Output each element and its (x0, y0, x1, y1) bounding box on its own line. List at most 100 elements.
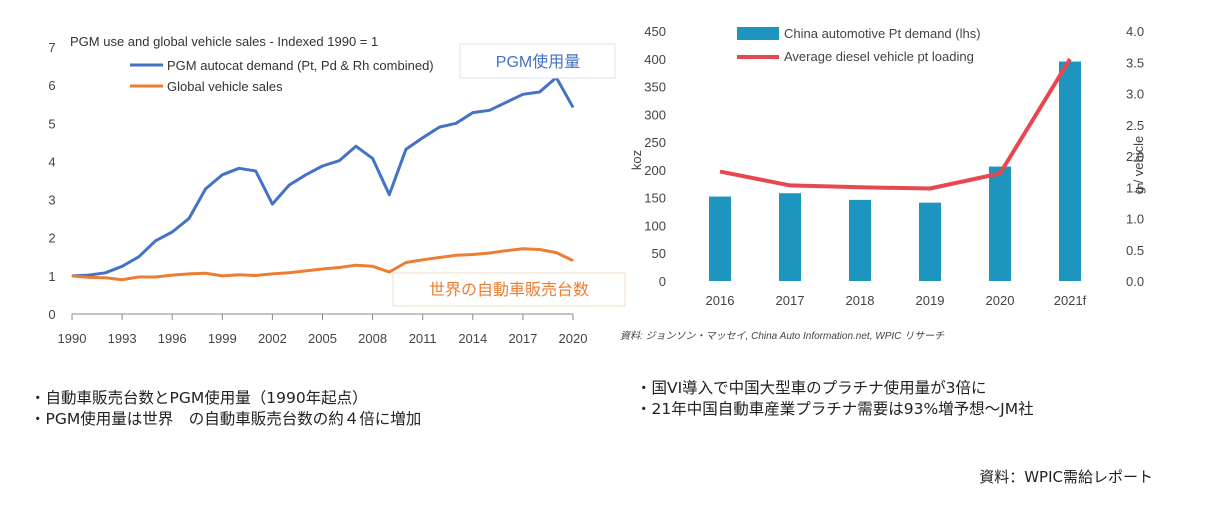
right-y-tick-label-2: 100 (644, 218, 666, 233)
left-chart-title: PGM use and global vehicle sales - Index… (70, 34, 378, 49)
left-point-s1-1993 (121, 279, 123, 281)
left-legend-label-pgm: PGM autocat demand (Pt, Pd & Rh combined… (167, 58, 434, 73)
annotation-vehicle-sales: 世界の自動車販売台数 (429, 281, 589, 299)
right-y-axis-label: koz (629, 150, 644, 170)
left-point-s1-2017 (522, 248, 524, 250)
right-y2-tick-label-0: 0.0 (1126, 274, 1144, 289)
left-point-s1-1999 (221, 275, 223, 277)
left-x-tick-label-6: 2008 (358, 331, 387, 346)
left-point-s0-2002 (271, 203, 273, 205)
left-point-s1-2012 (438, 256, 440, 259)
left-point-s0-2018 (539, 91, 541, 93)
right-y2-tick-label-1: 0.5 (1126, 243, 1144, 258)
left-point-s0-1995 (154, 240, 157, 242)
left-point-s0-1994 (138, 256, 140, 258)
left-point-s0-1999 (221, 174, 223, 176)
left-point-s0-2017 (522, 93, 524, 95)
right-right-y-axis: 0.0 0.5 1.0 1.5 2.0 2.5 3.0 3.5 4.0 (1126, 24, 1144, 289)
right-x-tick-label-2017: 2017 (776, 293, 805, 308)
left-point-s0-2008 (372, 157, 374, 159)
left-x-tick-label-0: 1990 (58, 331, 87, 346)
left-point-s0-2006 (338, 160, 340, 162)
right-note-1: ・国VI導入で中国大型車のプラチナ使用量が3倍に (636, 379, 987, 397)
annotation-pgm-usage: PGM使用量 (496, 53, 580, 71)
left-point-s1-2014 (472, 253, 474, 256)
left-point-s0-1992 (104, 272, 106, 274)
left-point-s1-2020 (572, 260, 574, 262)
left-note-2: ・PGM使用量は世界 の自動車販売台数の約４倍に増加 (30, 410, 422, 428)
left-x-axis: 1990 1993 1996 1999 2002 2005 2008 2011 2014 2017… (58, 313, 588, 346)
right-y-tick-label-0: 0 (659, 274, 666, 289)
left-y-tick-label-3: 3 (48, 193, 55, 208)
right-bar-2018 (849, 199, 871, 281)
left-point-s0-2015 (488, 109, 491, 111)
left-point-s0-2020 (572, 106, 574, 108)
left-y-tick-label-2: 2 (48, 231, 55, 246)
left-point-s1-2002 (271, 273, 273, 275)
left-x-tick-label-9: 2017 (508, 331, 537, 346)
left-point-s1-1992 (104, 277, 106, 279)
left-point-s1-2013 (455, 254, 457, 256)
left-point-s0-2013 (455, 122, 457, 124)
left-chart: PGM use and global vehicle sales - Index… (48, 34, 626, 346)
left-point-s1-1997 (188, 273, 190, 275)
right-y2-tick-label-2: 1.0 (1126, 212, 1144, 227)
left-x-tick-label-10: 2020 (559, 331, 588, 346)
right-y2-tick-label-4: 2.0 (1126, 149, 1144, 164)
left-point-s1-2000 (238, 274, 240, 276)
right-legend-swatch-bar (737, 27, 779, 40)
left-point-s1-2006 (338, 266, 340, 269)
left-note-1: ・自動車販売台数とPGM使用量（1990年起点） (30, 389, 368, 407)
left-point-s1-1991 (88, 276, 90, 278)
left-point-s1-1994 (138, 276, 140, 278)
left-point-s1-2019 (555, 251, 557, 254)
left-point-s0-1998 (205, 188, 207, 190)
left-series-line-pgm (71, 76, 575, 278)
right-legend-label-line: Average diesel vehicle pt loading (784, 49, 974, 64)
left-point-s1-2007 (355, 264, 357, 266)
right-y-tick-label-5: 250 (644, 135, 666, 150)
left-point-s1-1990 (71, 275, 73, 277)
right-y-tick-label-8: 400 (644, 52, 666, 67)
left-point-s0-1997 (188, 218, 190, 220)
left-y-tick-label-6: 6 (48, 78, 55, 93)
left-point-s1-1996 (171, 274, 173, 276)
right-y2-tick-label-5: 2.5 (1126, 118, 1144, 133)
right-y-tick-label-4: 200 (644, 163, 666, 178)
right-y-tick-label-1: 50 (652, 246, 666, 261)
right-y-tick-label-3: 150 (644, 191, 666, 206)
right-bars-group (709, 61, 1081, 281)
right-x-axis: 2016 2017 2018 2019 2020 2021f (706, 293, 1087, 308)
left-point-s0-1991 (88, 274, 90, 276)
right-y-tick-label-7: 350 (644, 80, 666, 95)
right-bar-2020 (989, 166, 1011, 281)
right-bar-2017 (779, 193, 801, 281)
right-bar-2016 (709, 196, 731, 281)
left-point-s0-2004 (305, 174, 307, 176)
left-data-points (71, 76, 574, 281)
left-point-s1-2016 (505, 250, 507, 252)
left-x-tick-label-4: 2002 (258, 331, 287, 346)
left-point-s1-2011 (422, 259, 424, 261)
right-chart-source: 資料: ジョンソン・マッセイ, China Auto Information.n… (620, 330, 945, 342)
left-y-tick-label-1: 1 (48, 269, 55, 284)
left-point-s1-1998 (205, 272, 207, 274)
right-legend-label-bar: China automotive Pt demand (lhs) (784, 26, 981, 41)
left-point-s1-2010 (405, 261, 407, 264)
right-left-y-axis: 0 50 100 150 200 250 300 350 400 450 (644, 24, 666, 289)
left-point-s1-2001 (255, 274, 257, 277)
left-point-s1-2008 (372, 265, 374, 267)
left-x-tick-label-3: 1999 (208, 331, 237, 346)
right-y2-axis-label: g / vehicle (1131, 136, 1146, 195)
left-x-tick-label-1: 1993 (108, 331, 137, 346)
left-x-tick-label-7: 2011 (409, 331, 437, 346)
left-x-tick-label-8: 2014 (458, 331, 487, 346)
right-x-tick-label-2020: 2020 (986, 293, 1015, 308)
right-y2-tick-label-6: 3.0 (1126, 87, 1144, 102)
right-notes: ・国VI導入で中国大型車のプラチナ使用量が3倍に ・21年中国自動車産業プラチナ… (636, 378, 1034, 420)
right-note-2: ・21年中国自動車産業プラチナ需要は93%増予想～JM社 (636, 400, 1034, 418)
source-attribution: 資料：WPIC需給レポート (979, 468, 1153, 486)
left-point-s0-2007 (355, 145, 357, 147)
right-x-tick-label-2016: 2016 (706, 293, 735, 308)
